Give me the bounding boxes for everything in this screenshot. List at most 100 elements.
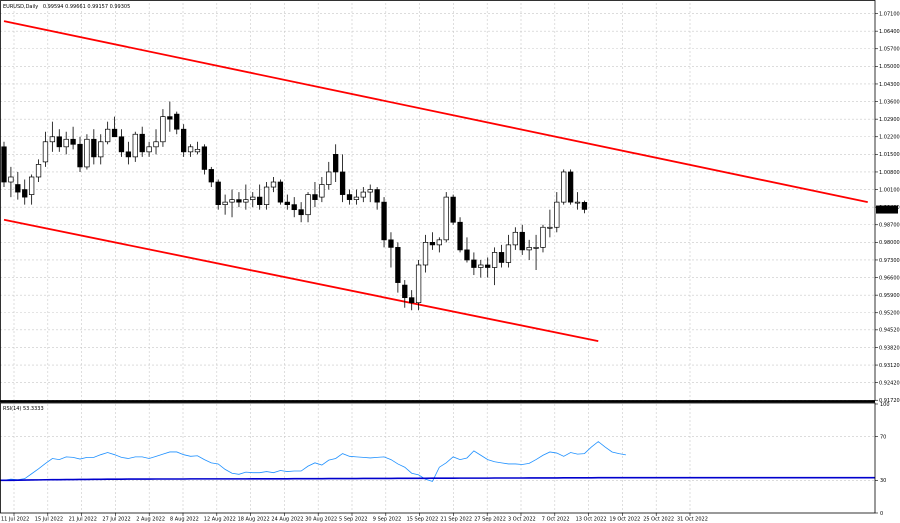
- price-tick-label: 1.02200: [879, 135, 900, 141]
- rsi-label: RSI(14) 53.3333: [3, 406, 44, 412]
- candle-body: [229, 199, 235, 203]
- price-tick-label: 0.91720: [879, 398, 900, 404]
- candle-body: [409, 297, 415, 304]
- candle-body: [298, 209, 304, 216]
- candle-body: [450, 196, 456, 223]
- candle-body: [201, 146, 208, 170]
- price-tick-label: 1.02900: [879, 117, 900, 123]
- panel-frames: [0, 0, 876, 514]
- candle-body: [512, 231, 518, 246]
- candle-body: [125, 151, 132, 158]
- candle-body: [15, 184, 21, 193]
- price-tick-label: 0.92420: [879, 380, 900, 386]
- candle-body: [429, 242, 436, 246]
- candle-body: [346, 194, 353, 200]
- chart-ohlc-values: 0.99594 0.99661 0.99157 0.99305: [43, 4, 130, 10]
- candle-body: [305, 194, 311, 216]
- time-tick-label: 2 Aug 2022: [136, 517, 165, 523]
- candle-body: [464, 249, 470, 261]
- candle-body: [63, 138, 69, 148]
- time-tick-label: 11 Jul 2022: [1, 517, 29, 523]
- time-tick-label: 21 Jul 2022: [69, 517, 97, 523]
- candle-body: [326, 171, 332, 185]
- time-tick-label: 13 Oct 2022: [576, 517, 607, 523]
- candle-body: [415, 264, 422, 304]
- price-tick-label: 0.98700: [879, 223, 900, 229]
- candle-body: [422, 242, 429, 266]
- candle-body: [567, 171, 574, 203]
- candle-body: [291, 204, 297, 211]
- time-tick-label: 30 Aug 2022: [305, 517, 337, 523]
- candle-body: [215, 181, 221, 205]
- candle-body: [1, 146, 7, 183]
- candle-body: [457, 221, 463, 251]
- candle-body: [561, 171, 567, 203]
- candle-body: [160, 116, 166, 143]
- candle-body: [174, 113, 180, 130]
- price-tick-label: 1.06400: [879, 29, 900, 35]
- rsi-tick-label: 100: [880, 402, 890, 408]
- candle-body: [77, 143, 83, 168]
- price-tick-label: 1.00100: [879, 187, 900, 193]
- price-tick-label: 0.96600: [879, 275, 900, 281]
- rsi-lines: [0, 441, 875, 482]
- candle-body: [104, 128, 111, 143]
- candle-body: [381, 201, 387, 241]
- rsi-series-line: [3, 441, 626, 482]
- time-tick-label: 3 Oct 2022: [508, 517, 536, 523]
- rsi-tick-label: 70: [880, 435, 886, 441]
- time-tick-label: 7 Oct 2022: [542, 517, 570, 523]
- price-tick-label: 1.07100: [879, 11, 900, 17]
- candle-body: [35, 164, 42, 178]
- time-tick-label: 19 Oct 2022: [609, 517, 640, 523]
- candle-body: [250, 196, 256, 200]
- candle-body: [333, 154, 339, 173]
- candle-body: [208, 169, 214, 183]
- channel-upper-line: [3, 20, 868, 204]
- time-tick-label: 5 Sep 2022: [339, 517, 368, 523]
- candle-body: [491, 252, 498, 268]
- channel-lower-line: [3, 218, 599, 343]
- candle-body: [132, 133, 138, 158]
- candle-body: [146, 146, 152, 153]
- price-tick-label: 1.03600: [879, 99, 900, 105]
- candle-body: [395, 247, 401, 283]
- candle-body: [360, 191, 366, 198]
- candle-body: [111, 128, 118, 138]
- time-tick-label: 27 Sep 2022: [474, 517, 506, 523]
- price-tick-label: 0.93120: [879, 363, 900, 369]
- candle-body: [339, 171, 346, 195]
- candle-body: [540, 226, 546, 248]
- chart-title: EURUSD,Daily 0.99594 0.99661 0.99157 0.9…: [3, 4, 130, 10]
- chart-symbol-timeframe: EURUSD,Daily: [3, 4, 38, 10]
- candle-body: [547, 226, 553, 229]
- candle-body: [70, 138, 76, 145]
- time-tick-label: 15 Jul 2022: [35, 517, 63, 523]
- current-price-tag: 0.99305: [876, 205, 898, 214]
- rsi-axis: 100 70 30 0: [875, 402, 890, 517]
- price-tick-label: 1.01500: [879, 152, 900, 158]
- candle-body: [187, 146, 194, 153]
- time-tick-label: 18 Aug 2022: [238, 517, 270, 523]
- candle-body: [222, 201, 228, 205]
- time-tick-label: 21 Sep 2022: [440, 517, 472, 523]
- price-tick-label: 1.00800: [879, 170, 900, 176]
- rsi-signal-line: [0, 476, 875, 482]
- candle-body: [257, 196, 263, 205]
- candle-body: [139, 133, 145, 153]
- rsi-tick-label: 30: [880, 478, 886, 484]
- candle-body: [49, 136, 56, 143]
- candle-body: [505, 244, 512, 263]
- price-tick-label: 0.97300: [879, 258, 900, 264]
- current-price-tag-bg: [876, 205, 898, 214]
- candle-body: [181, 128, 187, 153]
- candles: [1, 101, 588, 311]
- candle-body: [353, 196, 360, 200]
- candle-body: [478, 264, 484, 268]
- candle-body: [519, 231, 525, 251]
- candle-body: [574, 201, 581, 204]
- candle-body: [42, 141, 49, 163]
